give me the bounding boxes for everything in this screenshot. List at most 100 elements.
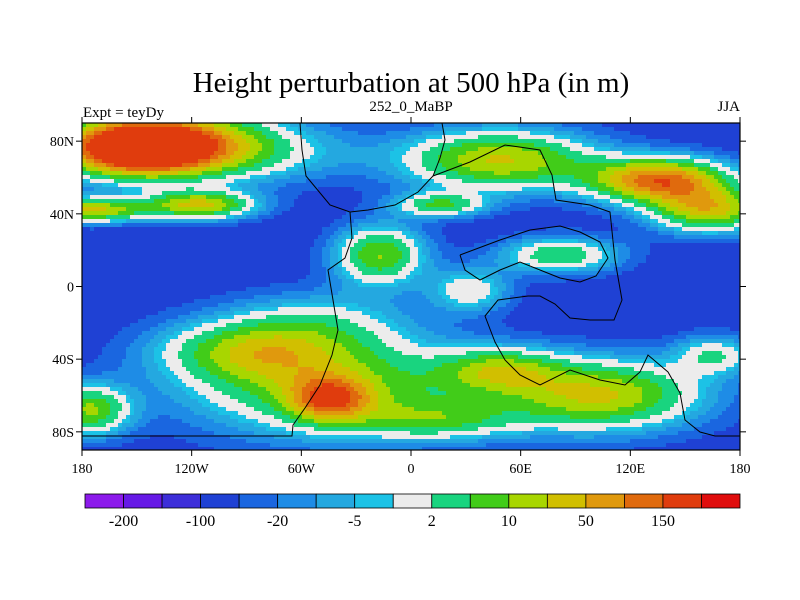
field-cell [334, 207, 339, 212]
field-cell [542, 187, 547, 192]
field-cell [342, 231, 347, 236]
field-cell [298, 191, 303, 196]
field-cell [398, 131, 403, 136]
field-cell [146, 175, 151, 180]
field-cell [462, 163, 467, 168]
field-cell [546, 227, 551, 232]
field-cell [286, 179, 291, 184]
field-cell [726, 203, 731, 208]
field-cell [738, 171, 740, 176]
field-cell [262, 135, 267, 140]
field-cell [470, 231, 475, 236]
field-cell [178, 227, 183, 232]
field-cell [290, 215, 295, 220]
field-cell [98, 191, 103, 196]
field-cell [374, 131, 379, 136]
field-cell [398, 231, 403, 236]
field-cell [606, 203, 611, 208]
field-cell [494, 211, 499, 216]
field-cell [258, 147, 263, 152]
field-cell [674, 155, 679, 160]
field-cell [346, 147, 351, 152]
field-cell [106, 171, 111, 176]
field-cell [278, 127, 283, 132]
field-cell [398, 183, 403, 188]
field-cell [222, 207, 227, 212]
field-cell [498, 135, 503, 140]
field-cell [230, 235, 235, 240]
field-cell [398, 147, 403, 152]
field-cell [106, 123, 111, 128]
field-cell [578, 211, 583, 216]
field-cell [190, 171, 195, 176]
field-cell [426, 231, 431, 236]
field-cell [670, 171, 675, 176]
field-cell [682, 183, 687, 188]
field-cell [202, 171, 207, 176]
field-cell [518, 179, 523, 184]
field-cell [542, 127, 547, 132]
field-cell [642, 227, 647, 232]
field-cell [330, 163, 335, 168]
field-cell [166, 223, 171, 228]
field-cell [674, 163, 679, 168]
field-cell [426, 131, 431, 136]
field-cell [534, 131, 539, 136]
field-cell [294, 215, 299, 220]
field-cell [550, 171, 555, 176]
field-cell [690, 207, 695, 212]
field-cell [106, 187, 111, 192]
field-cell [582, 231, 587, 236]
field-cell [82, 167, 87, 172]
field-cell [86, 163, 91, 168]
field-cell [194, 143, 199, 148]
field-cell [394, 223, 399, 228]
field-cell [150, 243, 155, 248]
field-cell [278, 155, 283, 160]
field-cell [362, 191, 367, 196]
field-cell [346, 171, 351, 176]
field-cell [606, 215, 611, 220]
field-cell [690, 187, 695, 192]
field-cell [622, 147, 627, 152]
field-cell [310, 163, 315, 168]
field-cell [322, 171, 327, 176]
field-cell [126, 243, 131, 248]
field-cell [326, 167, 331, 172]
field-cell [274, 167, 279, 172]
field-cell [710, 175, 715, 180]
field-cell [210, 155, 215, 160]
field-cell [90, 191, 95, 196]
field-cell [730, 235, 735, 240]
field-cell [634, 207, 639, 212]
field-cell [138, 131, 143, 136]
field-cell [342, 227, 347, 232]
field-cell [398, 199, 403, 204]
field-cell [170, 207, 175, 212]
field-cell [518, 143, 523, 148]
field-cell [122, 203, 127, 208]
field-cell [378, 215, 383, 220]
field-cell [130, 171, 135, 176]
field-cell [146, 167, 151, 172]
field-cell [98, 135, 103, 140]
field-cell [434, 135, 439, 140]
field-cell [130, 159, 135, 164]
field-cell [598, 191, 603, 196]
field-cell [426, 211, 431, 216]
field-cell [102, 223, 107, 228]
field-cell [118, 219, 123, 224]
field-cell [314, 135, 319, 140]
field-cell [318, 183, 323, 188]
field-cell [434, 223, 439, 228]
field-cell [654, 143, 659, 148]
field-cell [442, 211, 447, 216]
field-cell [514, 147, 519, 152]
field-cell [642, 235, 647, 240]
field-cell [666, 175, 671, 180]
field-cell [182, 155, 187, 160]
field-cell [306, 159, 311, 164]
field-cell [638, 163, 643, 168]
field-cell [618, 223, 623, 228]
field-cell [566, 227, 571, 232]
